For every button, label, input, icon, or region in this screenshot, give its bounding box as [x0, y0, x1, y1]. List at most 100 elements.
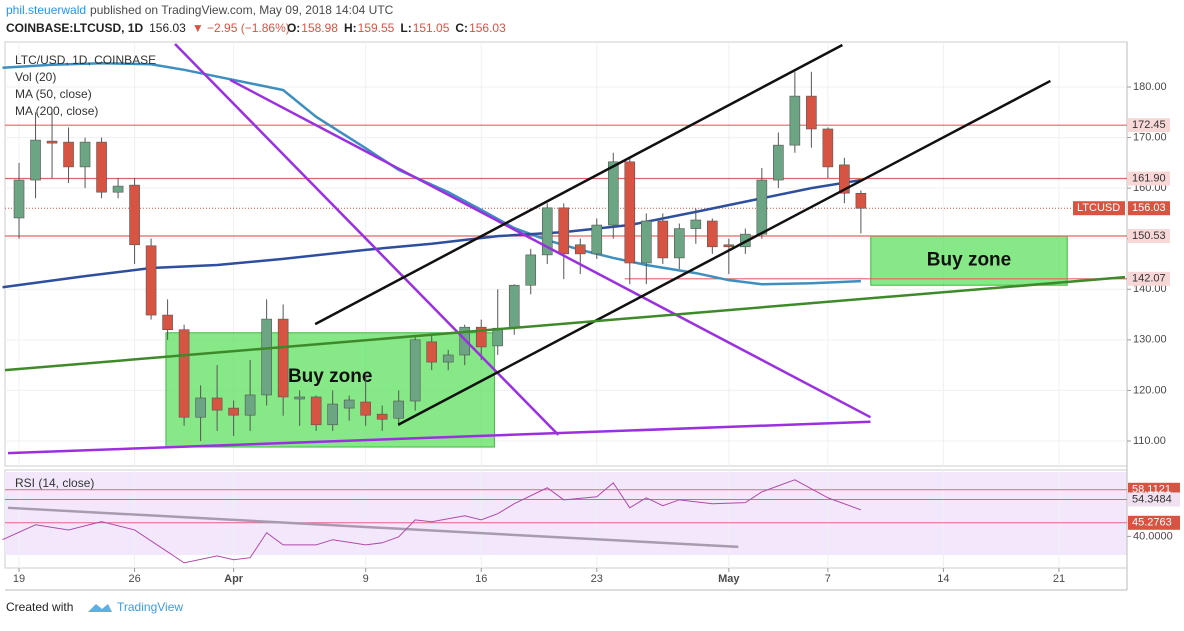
candle-body	[211, 397, 223, 411]
candle-body	[756, 179, 768, 235]
candle-body	[178, 329, 190, 418]
change: ▼ −2.95 (−1.86%)	[192, 21, 290, 35]
footer-brand[interactable]: TradingView	[117, 600, 183, 614]
candle-body	[839, 164, 850, 194]
legend-entry: Vol (20)	[15, 70, 56, 84]
level-label-box	[1128, 229, 1170, 244]
candle-body	[261, 318, 272, 396]
rsi-band	[5, 472, 1127, 555]
y-tick-label: 130.00	[1133, 334, 1167, 346]
candle-body	[855, 192, 867, 209]
y-tick-label: 120.00	[1133, 384, 1167, 396]
trendline	[397, 79, 1051, 426]
level-label-box	[1128, 271, 1170, 286]
candle-body	[360, 401, 371, 416]
last-price-name: LTCUSD	[1077, 202, 1120, 214]
candle-body	[162, 314, 173, 331]
ohlc-value: 156.03	[469, 21, 506, 35]
buy-zone	[165, 332, 495, 448]
rsi-line	[2, 479, 862, 564]
candle-body	[294, 396, 305, 400]
published: published on TradingView.com, May 09, 20…	[90, 3, 394, 17]
candle-body	[63, 141, 74, 168]
candle-body	[376, 413, 388, 420]
candle-body	[393, 400, 404, 419]
candle-body	[574, 244, 586, 255]
ohlc-value: 159.55	[358, 21, 395, 35]
candle-body	[46, 140, 58, 144]
legend-entry: LTC/USD, 1D, COINBASE	[15, 53, 156, 67]
last-price-box	[1128, 201, 1170, 216]
rsi-level-label: 54.3484	[1132, 493, 1172, 505]
candle-body	[79, 141, 91, 168]
x-tick-label: 7	[825, 573, 831, 585]
ohlc-value: 151.05	[413, 21, 450, 35]
candle-body	[591, 224, 603, 255]
x-tick-label: 14	[937, 573, 949, 585]
level-label: 172.45	[1132, 119, 1166, 131]
buy-zone-label: Buy zone	[288, 366, 372, 387]
candle-body	[789, 95, 801, 146]
level-label: 161.90	[1132, 172, 1166, 184]
ohlc-label: L:	[400, 21, 411, 35]
legend-entry: MA (50, close)	[15, 87, 92, 101]
candle-body	[145, 245, 157, 316]
trendline	[314, 43, 843, 326]
x-tick-label: Apr	[224, 573, 244, 585]
candle-body	[409, 339, 421, 402]
candle-body	[806, 95, 817, 130]
trendline	[174, 43, 560, 436]
logo[interactable]	[88, 604, 112, 612]
ohlc-label: H:	[344, 21, 357, 35]
x-tick-label: 21	[1053, 573, 1065, 585]
candle-body	[112, 185, 124, 193]
candle-body	[707, 220, 718, 248]
candle-body	[508, 284, 520, 329]
rsi-level-box	[1128, 492, 1180, 507]
candle-body	[277, 318, 289, 398]
buy-zone-label: Buy zone	[927, 250, 1011, 271]
x-tick-label: 9	[363, 573, 369, 585]
candle-body	[657, 220, 669, 259]
ohlc-label: C:	[455, 21, 468, 35]
candle-body	[195, 397, 206, 418]
moving-average	[2, 61, 861, 286]
candle-body	[541, 207, 553, 256]
y-tick-label: 140.00	[1133, 283, 1167, 295]
y-tick-label: 170.00	[1133, 131, 1167, 143]
candle-body	[96, 141, 107, 193]
y-tick-label: 110.00	[1133, 435, 1166, 447]
x-tick-label: 26	[128, 573, 140, 585]
x-tick-label: May	[718, 573, 740, 585]
level-label: 142.07	[1132, 273, 1166, 285]
level-label: 150.53	[1132, 230, 1166, 242]
candle-body	[228, 407, 239, 416]
logo-icon	[88, 604, 112, 612]
candle-body	[475, 326, 487, 348]
moving-average	[2, 178, 862, 289]
rsi-level-box	[1128, 515, 1180, 530]
candle-body	[640, 220, 652, 264]
candle-body	[327, 403, 338, 426]
author[interactable]: phil.steuerwald	[6, 3, 86, 17]
footer-created: Created with	[6, 600, 73, 614]
symbol: COINBASE:LTCUSD, 1D	[6, 21, 143, 35]
last-price-label: 156.03	[1132, 202, 1166, 214]
candle-body	[442, 354, 454, 363]
x-tick-label: 23	[591, 573, 603, 585]
candle-body	[244, 394, 256, 416]
ohlc-label: O:	[287, 21, 300, 35]
x-tick-label: 16	[475, 573, 487, 585]
candle-body	[607, 161, 619, 226]
candle-body	[773, 144, 784, 181]
candle-body	[723, 244, 735, 248]
trendline	[7, 420, 871, 455]
candle-body	[343, 399, 355, 409]
price: 156.03	[149, 21, 186, 35]
legend-entry: MA (200, close)	[15, 104, 98, 118]
ohlc-value: 158.98	[301, 21, 338, 35]
candle-body	[525, 254, 537, 286]
candle-body	[129, 184, 140, 246]
level-label-box	[1128, 171, 1170, 186]
